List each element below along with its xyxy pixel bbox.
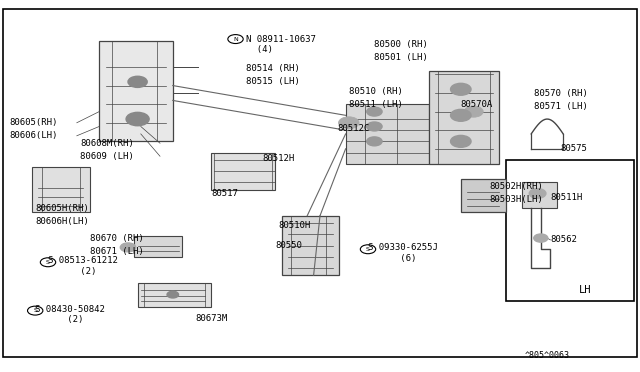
Bar bbox=[32, 167, 90, 212]
Circle shape bbox=[128, 76, 147, 87]
Text: 80500 (RH): 80500 (RH) bbox=[374, 40, 428, 49]
Text: 80608M(RH): 80608M(RH) bbox=[80, 139, 134, 148]
Text: 80562: 80562 bbox=[550, 235, 577, 244]
Circle shape bbox=[451, 135, 471, 147]
Text: S 09330-6255J
      (6): S 09330-6255J (6) bbox=[368, 243, 438, 263]
Bar bbox=[138, 283, 211, 307]
Circle shape bbox=[534, 234, 548, 242]
Text: 80510H: 80510H bbox=[278, 221, 310, 230]
Bar bbox=[282, 216, 339, 275]
Text: 80605(RH): 80605(RH) bbox=[10, 118, 58, 127]
Text: 80606(LH): 80606(LH) bbox=[10, 131, 58, 140]
Bar bbox=[429, 71, 499, 164]
Circle shape bbox=[367, 122, 382, 131]
Bar bbox=[461, 179, 506, 212]
Text: 80671 (LH): 80671 (LH) bbox=[90, 247, 143, 256]
Text: S: S bbox=[46, 260, 50, 265]
Text: 80550: 80550 bbox=[275, 241, 302, 250]
Circle shape bbox=[120, 243, 136, 252]
Text: N 08911-10637
  (4): N 08911-10637 (4) bbox=[246, 35, 316, 54]
Circle shape bbox=[367, 137, 382, 146]
Text: 80609 (LH): 80609 (LH) bbox=[80, 152, 134, 161]
Text: 80517: 80517 bbox=[211, 189, 238, 198]
Circle shape bbox=[126, 112, 149, 126]
Text: 80570 (RH): 80570 (RH) bbox=[534, 89, 588, 97]
Bar bbox=[99, 41, 173, 141]
Circle shape bbox=[167, 291, 179, 298]
Text: S: S bbox=[366, 247, 370, 252]
Text: 80606H(LH): 80606H(LH) bbox=[35, 217, 89, 226]
Text: 80575: 80575 bbox=[560, 144, 587, 153]
Circle shape bbox=[529, 189, 546, 198]
Circle shape bbox=[367, 107, 382, 116]
Text: 80514 (RH): 80514 (RH) bbox=[246, 64, 300, 73]
Text: S: S bbox=[33, 308, 37, 313]
Text: ^805^0063: ^805^0063 bbox=[525, 351, 570, 360]
Text: 80510 (RH): 80510 (RH) bbox=[349, 87, 403, 96]
Text: 80570A: 80570A bbox=[461, 100, 493, 109]
Bar bbox=[522, 182, 557, 208]
Text: 80502H(RH): 80502H(RH) bbox=[490, 182, 543, 190]
Circle shape bbox=[339, 117, 359, 129]
Text: 80571 (LH): 80571 (LH) bbox=[534, 102, 588, 110]
Text: S 08513-61212
      (2): S 08513-61212 (2) bbox=[48, 256, 118, 276]
Text: LH: LH bbox=[579, 285, 592, 295]
Text: S 08430-50842
      (2): S 08430-50842 (2) bbox=[35, 305, 105, 324]
Text: 80512C: 80512C bbox=[337, 124, 369, 133]
Text: 80515 (LH): 80515 (LH) bbox=[246, 77, 300, 86]
Text: 80501 (LH): 80501 (LH) bbox=[374, 53, 428, 62]
Text: 80670 (RH): 80670 (RH) bbox=[90, 234, 143, 243]
Text: 80511 (LH): 80511 (LH) bbox=[349, 100, 403, 109]
Bar bbox=[134, 236, 182, 257]
Text: N: N bbox=[233, 36, 238, 42]
Text: 80605H(RH): 80605H(RH) bbox=[35, 204, 89, 213]
Text: 80503H(LH): 80503H(LH) bbox=[490, 195, 543, 203]
Circle shape bbox=[464, 106, 483, 117]
Circle shape bbox=[451, 83, 471, 95]
Text: 80511H: 80511H bbox=[550, 193, 582, 202]
Circle shape bbox=[451, 109, 471, 121]
Bar bbox=[506, 160, 634, 301]
Bar bbox=[346, 104, 429, 164]
Text: 80512H: 80512H bbox=[262, 154, 294, 163]
Text: 80673M: 80673M bbox=[195, 314, 227, 323]
Bar bbox=[211, 153, 275, 190]
